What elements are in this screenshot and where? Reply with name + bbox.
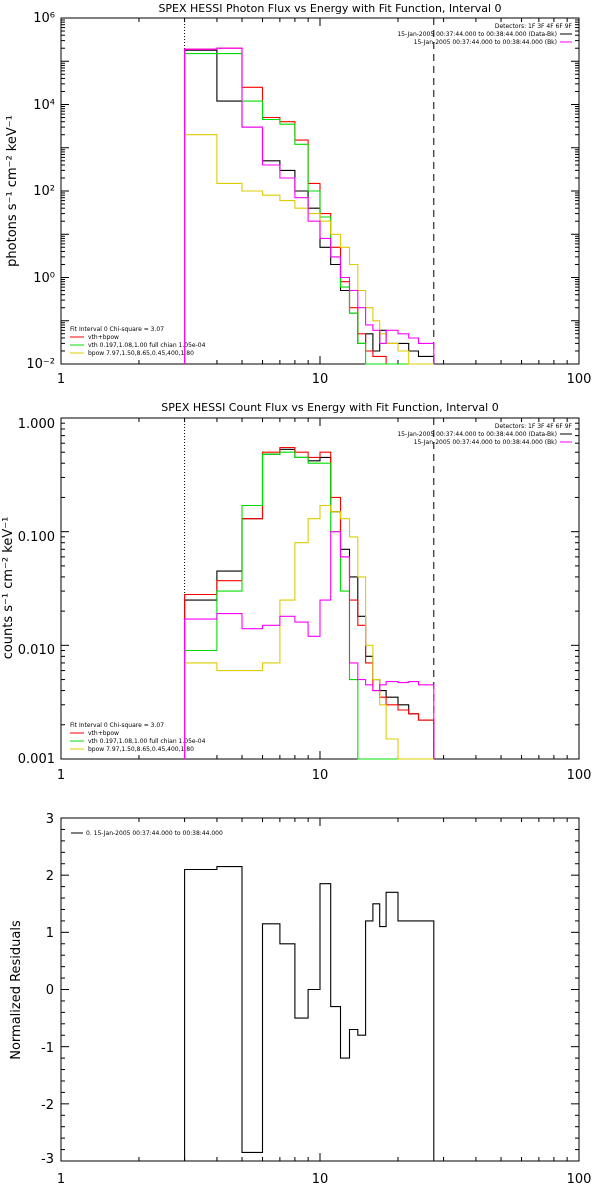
photon-legend-left-3: bpow 7.97,1.50,8.65,0.45,400,1.80 bbox=[88, 350, 194, 357]
photon-series-total bbox=[184, 47, 434, 365]
count-axes-frame bbox=[60, 417, 580, 760]
count-x-tick-1: 1 bbox=[57, 768, 65, 783]
photon-x-tick-1: 1 bbox=[57, 372, 65, 387]
photon-series-data bbox=[184, 49, 435, 364]
photon-legend-left-1: vth+bpow bbox=[88, 334, 119, 341]
residuals-y-tick-0: 0 bbox=[46, 983, 54, 998]
photon-y-label: photons s⁻¹ cm⁻² keV⁻¹ bbox=[5, 115, 20, 267]
residuals-x-tick-1: 1 bbox=[57, 1172, 65, 1187]
count-x-tick-100: 100 bbox=[567, 768, 592, 783]
count-legend-left-0: Fit Interval 0 Chi-square = 3.07 bbox=[70, 722, 164, 729]
photon-title: SPEX HESSI Photon Flux vs Energy with Fi… bbox=[158, 2, 501, 15]
residuals-y-tick-neg3: -3 bbox=[41, 1152, 54, 1167]
photon-legend-left-0: Fit Interval 0 Chi-square = 3.07 bbox=[70, 326, 164, 333]
residuals-y-tick-neg2: -2 bbox=[41, 1098, 54, 1113]
count-title: SPEX HESSI Count Flux vs Energy with Fit… bbox=[161, 401, 498, 414]
count-series-data bbox=[184, 448, 435, 759]
count-legend-right-0: Detectors: 1F 3F 4F 6F 9F bbox=[495, 423, 573, 430]
residuals-y-tick-2: 2 bbox=[46, 869, 54, 884]
residuals-y-tick-neg1: -1 bbox=[41, 1041, 54, 1056]
count-series-bpow bbox=[184, 504, 434, 760]
residuals-series-data bbox=[184, 866, 435, 1161]
photon-y-tick-0: 10⁻² bbox=[26, 357, 55, 372]
count-y-tick-0: 1.000 bbox=[18, 417, 55, 432]
photon-y-tick-1: 10⁰ bbox=[33, 271, 55, 286]
residuals-panel: Normalized Residuals 0. 15-Jan-2005 00:3… bbox=[9, 812, 591, 1187]
photon-plot-area bbox=[60, 18, 579, 365]
residuals-x-tick-100: 100 bbox=[567, 1172, 592, 1187]
residuals-x-tick-10: 10 bbox=[312, 1172, 329, 1187]
photon-x-tick-10: 10 bbox=[312, 372, 329, 387]
photon-flux-panel: SPEX HESSI Photon Flux vs Energy with Fi… bbox=[5, 2, 591, 387]
count-legend-left-1: vth+bpow bbox=[88, 730, 119, 737]
photon-y-tick-2: 10² bbox=[33, 184, 55, 199]
photon-y-tick-3: 10⁴ bbox=[33, 98, 55, 113]
count-legend-left-3: bpow 7.97,1.50,8.65,0.45,400,1.80 bbox=[88, 746, 194, 753]
count-y-tick-1: 0.100 bbox=[18, 530, 55, 545]
residuals-legend-text: 0. 15-Jan-2005 00:37:44.000 to 00:38:44.… bbox=[86, 830, 223, 837]
photon-legend-right-0: Detectors: 1F 3F 4F 6F 9F bbox=[495, 23, 573, 30]
residuals-y-tick-3: 3 bbox=[46, 812, 54, 827]
count-series-background bbox=[184, 531, 435, 759]
count-y-tick-2: 0.010 bbox=[18, 643, 55, 658]
photon-series-bpow bbox=[184, 134, 434, 365]
photon-y-tick-4: 10⁶ bbox=[33, 11, 55, 26]
count-series-total bbox=[184, 446, 435, 759]
residuals-plot-area bbox=[60, 817, 579, 1162]
photon-series-background bbox=[184, 47, 435, 364]
residuals-y-tick-1: 1 bbox=[46, 926, 54, 941]
count-series-vth bbox=[184, 451, 434, 760]
count-y-label: counts s⁻¹ cm⁻² keV⁻¹ bbox=[1, 517, 16, 660]
count-plot-area bbox=[60, 418, 579, 760]
photon-series-vth bbox=[184, 53, 434, 365]
photon-legend-right-1: 15-Jan-2005 00:37:44.000 to 00:38:44.000… bbox=[397, 31, 557, 38]
count-y-tick-3: 0.001 bbox=[18, 752, 55, 767]
count-legend-right-2: 15-Jan-2005 00:37:44.000 to 00:38:44.000… bbox=[414, 439, 557, 446]
photon-legend-right-2: 15-Jan-2005 00:37:44.000 to 00:38:44.000… bbox=[414, 39, 557, 46]
residuals-y-label: Normalized Residuals bbox=[9, 920, 24, 1060]
count-legend-right-1: 15-Jan-2005 00:37:44.000 to 00:38:44.000… bbox=[397, 431, 557, 438]
count-legend-left-2: vth 0.197,1.08,1.00 full chian 1.05e-04 bbox=[88, 738, 206, 745]
photon-legend-left-2: vth 0.197,1.08,1.00 full chian 1.05e-04 bbox=[88, 342, 206, 349]
photon-x-tick-100: 100 bbox=[567, 372, 592, 387]
count-x-tick-10: 10 bbox=[312, 768, 329, 783]
count-flux-panel: SPEX HESSI Count Flux vs Energy with Fit… bbox=[1, 401, 591, 783]
